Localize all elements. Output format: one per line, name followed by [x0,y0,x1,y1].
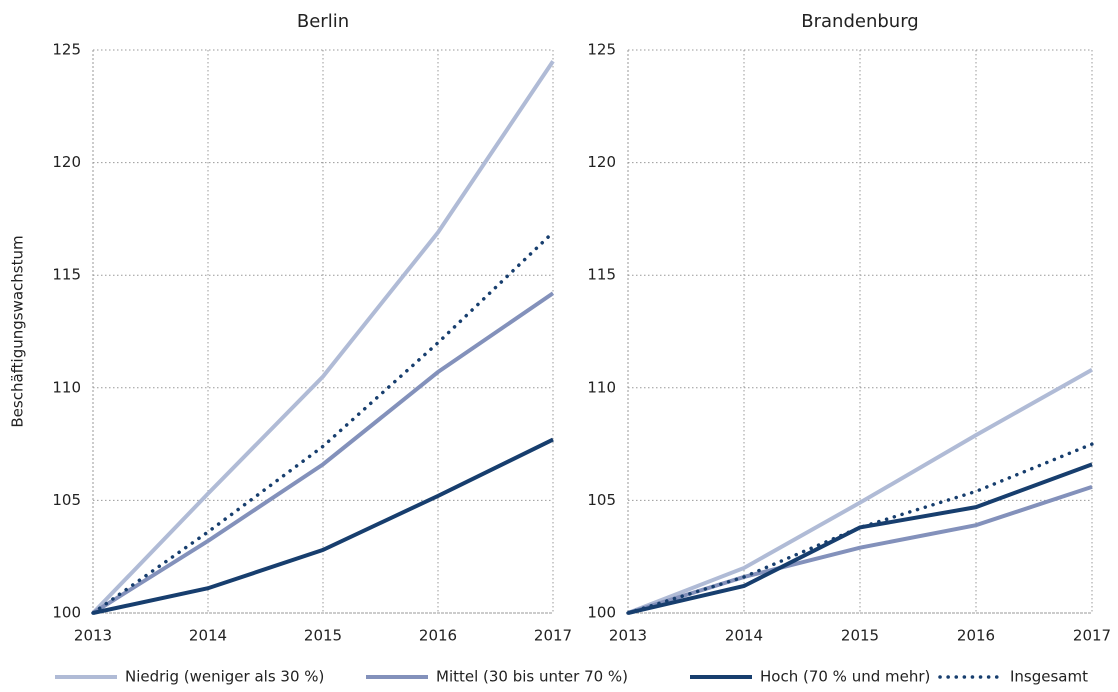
series-line [92,437,554,615]
y-tick-label: 115 [587,266,616,284]
y-tick-label: 120 [52,153,81,171]
x-tick-label: 2016 [419,627,457,645]
legend-label: Insgesamt [1010,668,1088,686]
y-tick-label: 125 [587,41,616,59]
series-line [91,60,555,615]
y-tick-label: 115 [52,266,81,284]
legend-label: Mittel (30 bis unter 70 %) [436,668,628,686]
y-tick-label: 110 [52,378,81,396]
y-tick-label: 105 [52,491,81,509]
chart-title: Brandenburg [801,11,918,32]
x-tick-label: 2013 [74,627,112,645]
x-tick-label: 2014 [189,627,227,645]
x-tick-label: 2016 [957,627,995,645]
y-tick-label: 100 [587,604,616,622]
x-tick-label: 2017 [534,627,572,645]
legend-label: Hoch (70 % und mehr) [760,668,930,686]
x-tick-label: 2013 [609,627,647,645]
x-tick-label: 2015 [304,627,342,645]
series-line [91,291,555,615]
series-line [91,230,555,615]
plot-border [627,49,1093,614]
y-axis-label: Beschäftigungswachstum [9,235,27,427]
chart-title: Berlin [297,11,349,32]
y-tick-label: 105 [587,491,616,509]
x-tick-label: 2015 [841,627,879,645]
x-tick-label: 2014 [725,627,763,645]
y-tick-label: 120 [587,153,616,171]
y-tick-label: 100 [52,604,81,622]
series-line [626,442,1094,615]
plot-border [92,49,554,614]
y-tick-label: 125 [52,41,81,59]
legend-label: Niedrig (weniger als 30 %) [125,668,324,686]
series-line [627,462,1093,615]
series-line [627,368,1093,615]
x-tick-label: 2017 [1073,627,1111,645]
y-tick-label: 110 [587,378,616,396]
